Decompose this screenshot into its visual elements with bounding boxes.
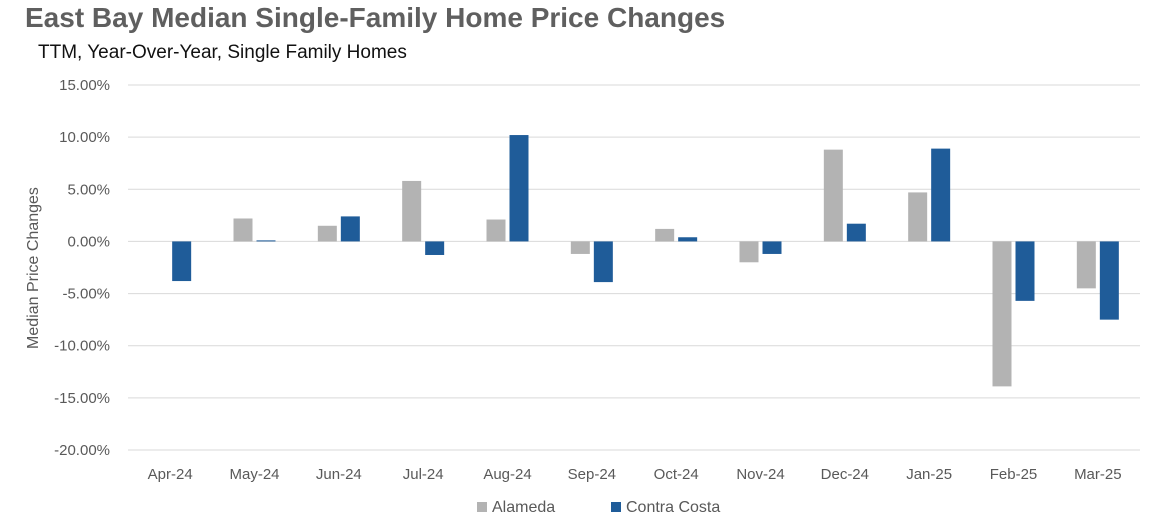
bar-contra-costa-dec-24 — [846, 223, 866, 242]
bar-alameda-oct-24 — [655, 228, 675, 242]
bar-contra-costa-jun-24 — [340, 216, 360, 242]
x-tick-label: Apr-24 — [148, 466, 193, 483]
x-tick-label: Feb-25 — [990, 466, 1038, 483]
x-tick-label: Jun-24 — [316, 466, 362, 483]
x-tick-label: Mar-25 — [1074, 466, 1122, 483]
bar-alameda-sep-24 — [570, 241, 590, 254]
y-tick-label: -15.00% — [54, 390, 110, 407]
x-tick-label: Aug-24 — [483, 466, 531, 483]
bar-contra-costa-oct-24 — [678, 237, 698, 242]
y-tick-label: 15.00% — [59, 77, 110, 94]
bar-contra-costa-may-24 — [256, 240, 276, 242]
bar-contra-costa-feb-25 — [1015, 241, 1035, 301]
bar-alameda-aug-24 — [486, 219, 506, 242]
tick-labels: 15.00% 10.00% 5.00% 0.00% -5.00% -10.00% -15.0… — [54, 77, 1121, 483]
y-tick-label: 5.00% — [67, 181, 110, 198]
legend-swatch-contra-costa — [611, 502, 621, 512]
chart-subtitle: TTM, Year-Over-Year, Single Family Homes — [38, 42, 407, 63]
legend-label-contra-costa: Contra Costa — [626, 499, 720, 516]
bars — [172, 135, 1119, 387]
chart-title: East Bay Median Single-Family Home Price… — [25, 2, 726, 33]
x-tick-label: Oct-24 — [654, 466, 699, 483]
y-tick-label: -20.00% — [54, 442, 110, 459]
legend: Alameda Contra Costa — [477, 499, 720, 516]
bar-contra-costa-aug-24 — [509, 135, 529, 242]
legend-label-alameda: Alameda — [492, 499, 555, 516]
y-axis-title: Median Price Changes — [25, 187, 42, 349]
bar-alameda-jun-24 — [317, 225, 337, 242]
x-tick-label: Jul-24 — [403, 466, 444, 483]
y-tick-label: -5.00% — [62, 286, 110, 303]
gridlines — [128, 84, 1140, 451]
y-tick-label: 0.00% — [67, 233, 110, 250]
bar-alameda-nov-24 — [739, 241, 759, 263]
bar-alameda-may-24 — [233, 218, 253, 242]
bar-alameda-dec-24 — [823, 149, 843, 242]
bar-contra-costa-mar-25 — [1099, 241, 1119, 320]
x-tick-label: Nov-24 — [736, 466, 784, 483]
bar-contra-costa-jan-25 — [931, 148, 951, 242]
bar-contra-costa-sep-24 — [593, 241, 613, 283]
y-tick-label: 10.00% — [59, 129, 110, 146]
bar-alameda-mar-25 — [1076, 241, 1096, 289]
y-tick-label: -10.00% — [54, 338, 110, 355]
x-tick-label: Sep-24 — [568, 466, 616, 483]
bar-contra-costa-jul-24 — [425, 241, 445, 255]
x-tick-label: Dec-24 — [821, 466, 869, 483]
x-tick-label: Jan-25 — [906, 466, 952, 483]
bar-alameda-feb-25 — [992, 241, 1012, 387]
legend-swatch-alameda — [477, 502, 487, 512]
bar-alameda-jul-24 — [402, 180, 422, 242]
bar-alameda-jan-25 — [908, 192, 928, 242]
bar-contra-costa-nov-24 — [762, 241, 782, 254]
x-tick-label: May-24 — [229, 466, 279, 483]
bar-contra-costa-apr-24 — [172, 241, 192, 282]
